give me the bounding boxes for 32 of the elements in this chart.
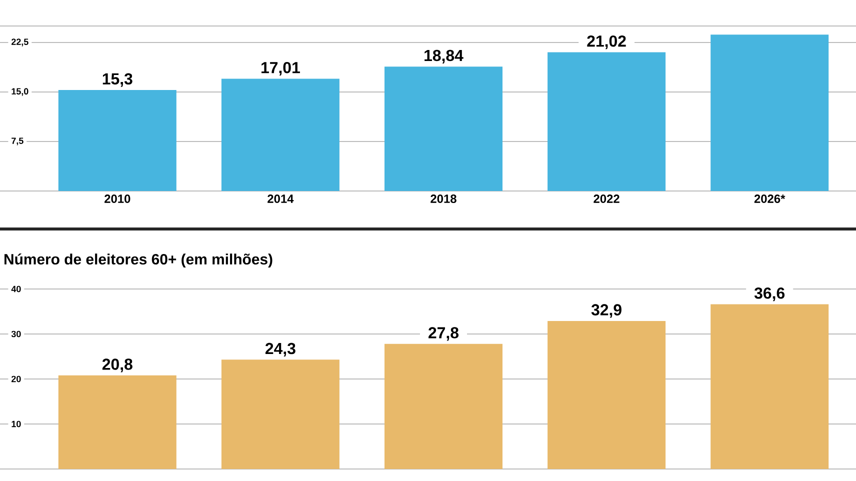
y-tick-label: 7,5 [12,138,24,146]
x-tick-label: 2022 [594,194,620,203]
y-tick-label: 20 [12,376,21,382]
y-tick-label: 15,0 [12,88,28,96]
bar [221,78,340,191]
bar [384,66,502,191]
data-label: 36,6 [754,288,785,302]
data-label: 21,02 [587,35,626,50]
bar [710,34,829,191]
data-label: 20,8 [102,358,132,372]
data-label: 18,84 [424,50,464,64]
data-label: 27,8 [428,327,459,341]
y-tick-label: 30 [11,330,21,338]
x-tick-label: 2026* [754,194,786,203]
bar [221,360,340,469]
bar [384,344,502,469]
y-tick-label: 22,5 [12,38,28,46]
data-label: 15,3 [102,73,132,87]
bar [710,304,829,469]
x-tick-label: 2014 [268,194,294,203]
data-label: 32,9 [591,304,622,318]
bar [548,320,666,469]
bar [58,90,176,191]
bar [548,52,666,191]
x-tick-label: 2010 [104,194,130,203]
chart-title: Número de eleitores 60+ (em milhões) [4,253,272,268]
x-tick-label: 2018 [430,194,456,203]
data-label: 24,3 [265,342,296,356]
y-tick-label: 40 [11,286,21,292]
data-label: 17,01 [262,62,300,76]
bar [58,375,176,469]
y-tick-label: 10 [12,420,21,428]
